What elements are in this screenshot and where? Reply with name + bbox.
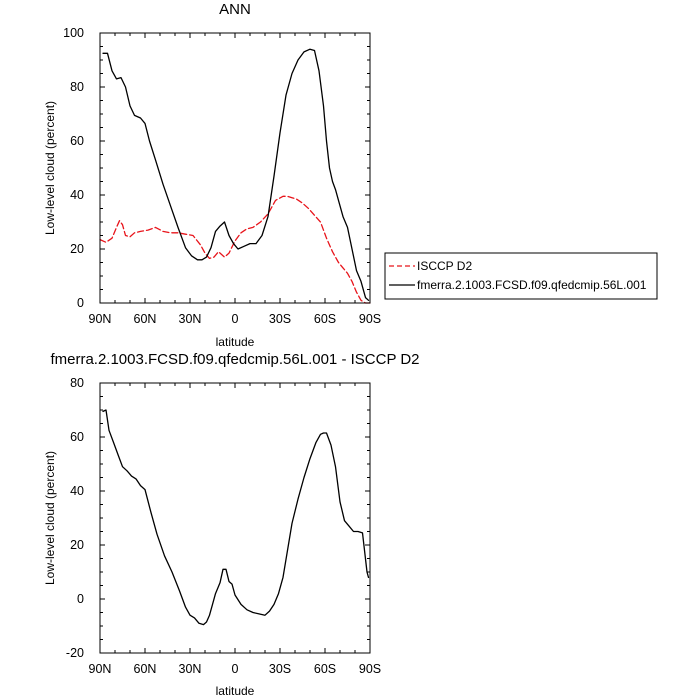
bottom-chart-title: fmerra.2.1003.FCSD.f09.qfedcmip.56L.001 … (50, 351, 419, 368)
bottom-panel: fmerra.2.1003.FCSD.f09.qfedcmip.56L.001 … (43, 351, 420, 698)
top-y-tick-label: 20 (70, 242, 84, 256)
top-y-tick-label: 0 (77, 296, 84, 310)
top-x-tick-label: 90S (359, 312, 381, 326)
top-y-tick-label: 40 (70, 188, 84, 202)
top-x-tick-label: 30S (269, 312, 291, 326)
top-x-tick-label: 60N (134, 312, 157, 326)
bottom-y-tick-label: 0 (77, 592, 84, 606)
bottom-x-axis-label: latitude (216, 684, 255, 698)
top-x-tick-label: 60S (314, 312, 336, 326)
bottom-x-tick-label: 60S (314, 662, 336, 676)
top-x-tick-label: 30N (179, 312, 202, 326)
top-y-tick-label: 60 (70, 134, 84, 148)
bottom-y-tick-label: -20 (66, 646, 84, 660)
top-y-tick-label: 80 (70, 80, 84, 94)
legend-box (384, 252, 658, 300)
bottom-x-tick-label: 90S (359, 662, 381, 676)
top-y-axis-label: Low-level cloud (percent) (43, 101, 57, 235)
bottom-plot-frame (99, 382, 371, 654)
bottom-x-tick-label: 90N (89, 662, 112, 676)
legend-label-isccp: ISCCP D2 (417, 259, 472, 273)
bottom-y-tick-label: 40 (70, 484, 84, 498)
bottom-y-tick-label: 60 (70, 430, 84, 444)
top-series-line-1 (102, 48, 370, 301)
top-y-tick-label: 100 (63, 26, 84, 40)
bottom-series-line-0 (102, 409, 370, 626)
bottom-y-tick-label: 80 (70, 376, 84, 390)
top-x-tick-label: 90N (89, 312, 112, 326)
bottom-x-tick-label: 60N (134, 662, 157, 676)
bottom-x-tick-label: 30N (179, 662, 202, 676)
bottom-x-tick-label: 0 (232, 662, 239, 676)
bottom-y-tick-label: 20 (70, 538, 84, 552)
top-chart-title: ANN (219, 1, 251, 18)
legend-label-model: fmerra.2.1003.FCSD.f09.qfedcmip.56L.001 (417, 278, 647, 292)
top-x-tick-label: 0 (232, 312, 239, 326)
legend: ISCCP D2 fmerra.2.1003.FCSD.f09.qfedcmip… (384, 252, 658, 300)
bottom-y-axis-label: Low-level cloud (percent) (43, 451, 57, 585)
bottom-x-tick-label: 30S (269, 662, 291, 676)
top-x-axis-label: latitude (216, 335, 255, 349)
top-panel: ANN latitude Low-level cloud (percent) I… (43, 1, 658, 349)
top-series-line-0 (99, 195, 371, 304)
